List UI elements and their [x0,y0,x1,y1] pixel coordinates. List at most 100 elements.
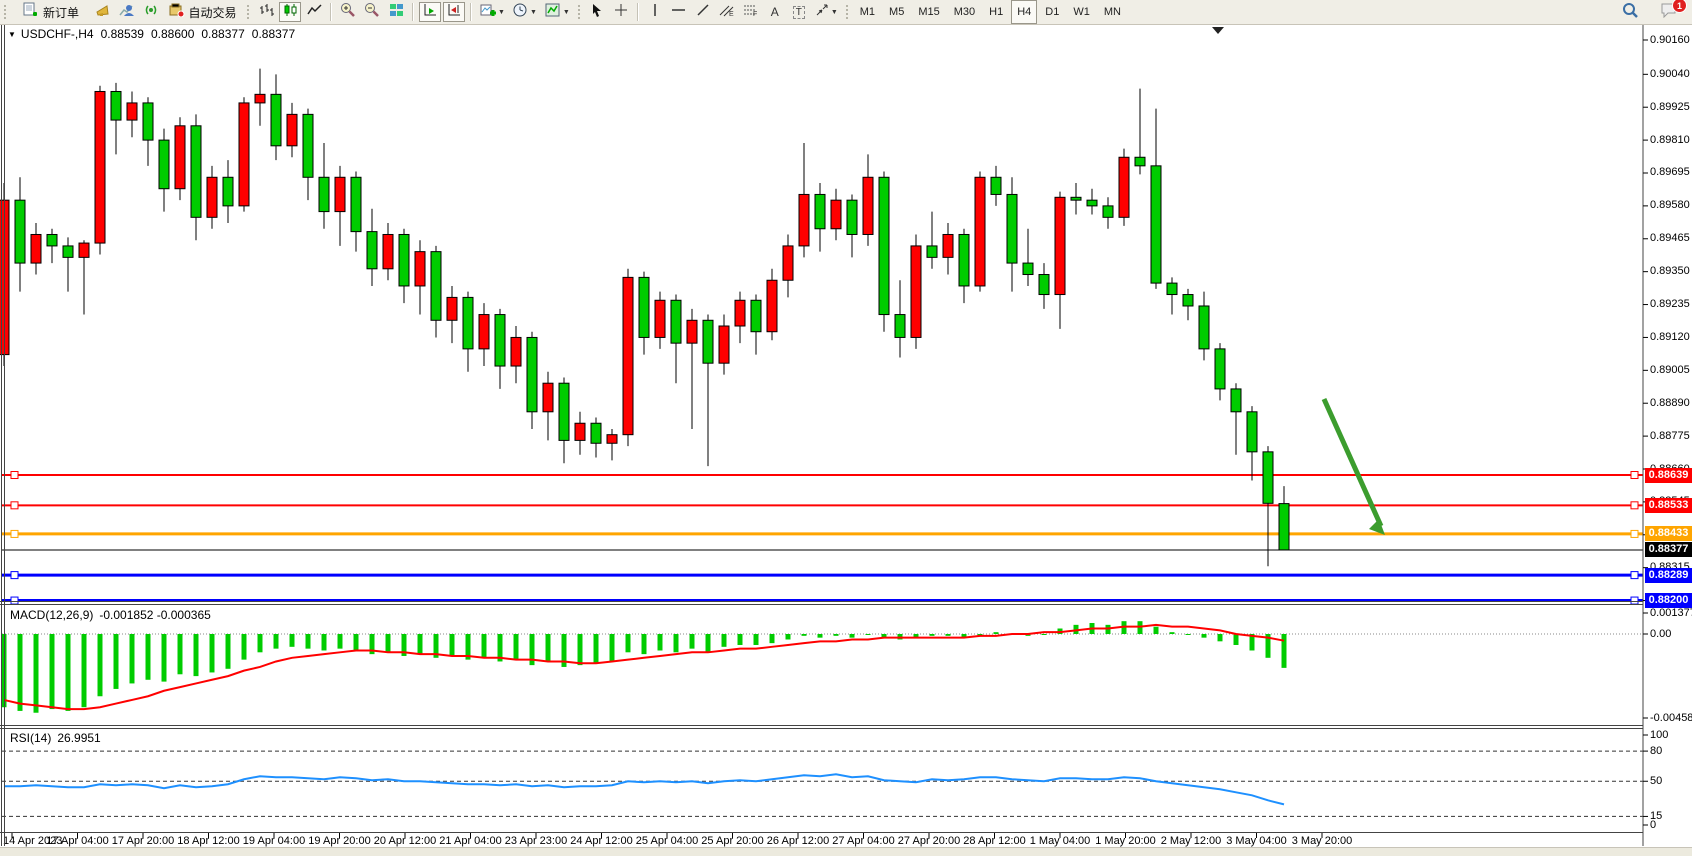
line-handle[interactable] [1630,471,1639,480]
time-tick-label: 18 Apr 12:00 [177,835,240,847]
chart-title: ▼ USDCHF-,H4 0.88539 0.88600 0.88377 0.8… [8,27,295,41]
new-chart-button[interactable]: ▼ [477,2,508,22]
level-price-label[interactable]: 0.88200 [1645,593,1692,609]
candle-bullish [974,176,986,287]
candle-bullish [254,93,266,104]
cursor-arrow-icon [590,3,603,22]
new-order-button[interactable]: 新订单 [12,2,90,22]
template-button[interactable]: ▼ [542,2,573,22]
toolbar-grip[interactable] [3,4,8,20]
macd-histogram-bar [1185,634,1191,635]
tab-m30[interactable]: M30 [953,6,976,18]
ohlc-close: 0.88377 [251,27,296,41]
candle-bearish [462,296,474,350]
equidistant-channel-tool[interactable]: E [716,2,738,22]
toolbar-grip[interactable] [844,4,850,20]
line-handle[interactable] [1630,501,1639,510]
candle-bearish [14,199,26,264]
chart-shift-button[interactable] [443,2,465,22]
tile-windows-button[interactable] [385,2,407,22]
tab-m1[interactable]: M1 [859,6,876,18]
cursor-button[interactable] [586,2,608,22]
arrows-tool[interactable]: ▼ [812,2,841,22]
fibonacci-tool[interactable]: F [740,2,762,22]
level-price-label[interactable]: 0.88433 [1645,526,1692,542]
macd-histogram-bar [433,634,439,658]
deposit-button[interactable] [92,2,114,22]
candle-bearish [526,336,538,413]
line-handle[interactable] [1630,596,1639,605]
line-handle[interactable] [10,501,19,510]
candle-bearish [270,93,282,147]
tab-m15[interactable]: M15 [918,6,940,18]
macd-histogram-bar [33,634,39,713]
chevron-down-icon: ▼ [498,8,505,16]
candlestick-chart-button[interactable] [279,2,301,22]
time-tick-label: 20 Apr 12:00 [373,835,437,847]
horizontal-line-tool[interactable] [668,2,690,22]
tab-h4[interactable]: H4 [1011,0,1038,24]
shift-marker-icon[interactable] [1212,27,1224,34]
candle-bearish [590,422,602,444]
price-tick-label: 0.89350 [1650,265,1690,278]
line-handle[interactable] [1630,529,1639,538]
auto-scroll-button[interactable] [419,2,441,22]
line-handle[interactable] [10,529,19,538]
text-tool[interactable]: A [764,2,786,22]
search-button[interactable] [1619,2,1642,22]
zoom-in-button[interactable] [337,2,359,22]
candle-bullish [126,102,138,121]
tab-d1[interactable]: D1 [1045,6,1060,18]
macd-histogram-bar [321,634,327,651]
macd-histogram-bar [753,634,759,645]
chevron-down-icon: ▼ [562,8,570,16]
signal-button[interactable] [140,2,162,22]
tab-m5[interactable]: M5 [889,6,905,18]
tab-w1[interactable]: W1 [1073,6,1090,18]
macd-histogram-bar [481,634,487,658]
zoom-out-button[interactable] [361,2,383,22]
community-button[interactable] [116,2,138,22]
candlestick-icon [283,3,298,22]
price-tick-label: 0.88775 [1650,429,1690,442]
tab-h1[interactable]: H1 [989,6,1004,18]
macd-histogram-bar [673,634,679,653]
level-price-label[interactable]: 0.88639 [1645,467,1692,483]
line-handle[interactable] [10,471,19,480]
bid-price-label[interactable]: 0.88377 [1645,542,1692,558]
down-arrow-object[interactable] [1321,397,1384,528]
candle-bullish [414,251,426,287]
bar-chart-button[interactable] [255,2,277,22]
line-chart-button[interactable] [303,2,325,22]
vertical-line-tool[interactable] [644,2,666,22]
candle-bullish [510,336,522,367]
crosshair-button[interactable] [610,2,632,22]
auto-scroll-icon [423,3,438,22]
horn-icon [95,3,111,22]
candle-bearish [366,231,378,270]
down-arrow-head[interactable] [1369,519,1385,535]
candle-bearish [1070,196,1082,201]
line-handle[interactable] [10,596,19,605]
template-icon [545,3,561,22]
svg-text:E: E [729,11,734,17]
macd-histogram-bar [705,634,711,653]
period-button[interactable]: ▼ [510,2,540,22]
notifications-button[interactable]: 1 [1657,0,1687,22]
chart-menu-caret-icon[interactable]: ▼ [8,29,16,39]
macd-histogram-bar [561,634,567,667]
toolbar-grip[interactable] [246,4,251,20]
macd-histogram-bar [625,634,631,653]
level-price-label[interactable]: 0.88289 [1645,567,1692,583]
auto-trading-button[interactable]: 自动交易 [164,2,242,22]
level-price-label[interactable]: 0.88533 [1645,497,1692,513]
toolbar-grip[interactable] [576,4,582,20]
macd-histogram-bar [641,634,647,655]
line-handle[interactable] [10,571,19,580]
symbol-period: USDCHF-,H4 [20,27,94,41]
trendline-tool[interactable] [692,2,714,22]
text-label-tool[interactable]: T [788,2,810,22]
line-handle[interactable] [1630,571,1639,580]
tab-mn[interactable]: MN [1103,6,1121,18]
